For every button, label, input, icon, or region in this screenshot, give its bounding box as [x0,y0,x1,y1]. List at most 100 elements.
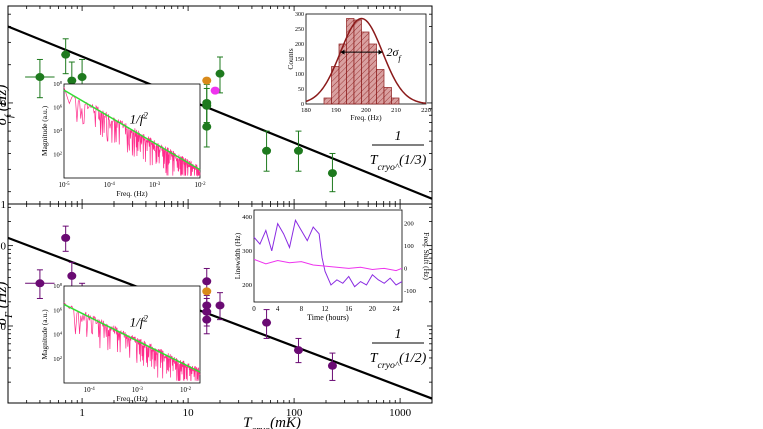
inset-x-tick-label: 10-4 [84,386,96,394]
data-point [202,76,212,85]
spectrum-trace [63,302,201,381]
y-tick-label: 1 [1,199,7,211]
inset-x-tick-label: 12 [322,305,330,313]
data-point [202,122,212,131]
x-tick-label: 100 [286,407,303,419]
data-point [210,86,220,95]
fit-label-numerator: 1 [395,327,402,342]
inset-y2-tick-label: 0 [404,265,407,272]
inset-x-label: Freq. (Hz) [350,113,382,122]
top-spectrum-inset: 10-5 10-4 10-3 10-2 102 104 106 108 Freq. (Hz) Ma… [40,80,206,199]
bottom-spectrum-inset: 10-4 10-3 10-2 102 104 106 108 Freq. (Hz) Magnit… [40,282,201,403]
inset-y-tick-label: 108 [53,80,63,89]
data-point [67,76,77,85]
data-point [327,361,337,370]
spectrum-fit-line [63,303,201,373]
data-point [215,301,225,310]
y-tick-label: 10 [0,98,7,110]
y-axis-label: σΓ (Hz) [0,282,15,326]
spectrum-fit-label: 1/f2 [130,110,149,126]
inset-y-tick-label: 108 [53,282,63,291]
x-axis: 1101001000Tcryo(mK)1 [1,199,412,429]
inset-y-tick-label: 106 [53,306,63,315]
inset-frame [253,209,403,303]
inset-y-label: Counts [286,48,295,69]
inset-x-label: Freq. (Hz) [116,394,148,403]
data-point [202,277,212,286]
inset-x-tick-label: 4 [276,305,280,313]
inset-y-tick-label: 50 [298,87,304,93]
inset-x-tick-label: 180 [301,107,311,114]
inset-y-tick-label: 102 [53,354,63,363]
inset-x-tick-label: 10-2 [194,181,206,189]
power-law-fit-line [7,25,433,200]
sigma-annotation: 2σf [387,45,403,63]
histogram-bar [376,69,385,105]
inset-x-label: Time (hours) [307,313,349,322]
sigma-arrowhead [378,49,383,55]
inset-y2-tick-label: -100 [404,288,416,295]
inset-x-tick-label: 8 [300,305,304,313]
freq-shift-trace [253,258,403,272]
fit-label-numerator: 1 [395,129,402,144]
data-point [61,50,71,59]
x-tick-label: 10 [183,407,195,419]
inset-x-tick-label: 16 [345,305,353,313]
inset-y2-tick-label: 200 [404,220,414,227]
inset-y-tick-label: 250 [295,27,304,33]
histogram-bar [383,87,392,105]
y-axis-label: σf (Hz) [0,85,15,126]
inset-y2-label: Freq. Shift (Hz) [422,232,431,280]
spectrum-fit-line [63,89,201,171]
data-point [262,146,272,155]
inset-y-tick-label: 200 [295,42,304,48]
bottom-timeseries-inset: 0 4 8 12 16 20 24 200 300 400 -100 0 100 200 Time (hou… [233,209,431,322]
data-point [77,73,87,82]
spectrum-fit-label: 1/f2 [130,314,149,330]
linewidth-trace [253,218,403,288]
gaussian-fit-curve [305,17,427,104]
fit-label-denominator: Tcryo^(1/3) [370,153,427,173]
histogram-bar [368,43,377,105]
inset-y-tick-label: 400 [242,214,252,221]
x-tick-label: 1 [79,407,85,419]
data-point [61,233,71,242]
x-tick-label: 1000 [389,407,412,419]
inset-y-tick-label: 150 [295,57,304,63]
data-point [262,318,272,327]
data-point [202,287,212,296]
fit-label-denominator: Tcryo^(1/2) [370,351,427,371]
sigma-arrowhead [340,49,345,55]
y-tick-label: 100 [0,241,7,253]
inset-y-label: Linewidth (Hz) [233,232,242,279]
inset-y-tick-label: 100 [295,72,304,78]
x-axis-label: Tcryo(mK) [243,415,301,429]
inset-y-tick-label: 300 [295,12,304,18]
inset-y-label: Magnitude (a.u.) [40,309,49,360]
data-point [293,346,303,355]
inset-x-tick-label: 220 [421,107,431,114]
inset-x-tick-label: 10-2 [180,386,192,394]
inset-y-tick-label: 104 [53,330,63,339]
inset-y-tick-label: 104 [53,127,63,136]
data-point [35,279,45,288]
inset-x-tick-label: 10-4 [104,181,116,189]
y-tick-label: 10 [0,321,7,333]
histogram-bar [361,31,370,105]
data-point [293,146,303,155]
inset-x-tick-label: 10-3 [149,181,161,189]
data-point [327,169,337,178]
bottom-main-plot: 10 100 σΓ (Hz) 1 Tcryo^(1/2) [0,204,433,403]
histogram-bar [323,97,332,105]
top-histogram-inset: 2σf 180 190 200 210 220 0 50 100 150 200 250 300 Freq… [286,12,431,122]
inset-y2-tick-label: 100 [404,243,414,250]
inset-y-tick-label: 300 [242,248,252,255]
data-point [35,73,45,82]
inset-x-tick-label: 0 [252,305,256,313]
inset-y-tick-label: 106 [53,103,63,112]
inset-y-label: Magnitude (a.u.) [40,105,49,156]
inset-x-tick-label: 210 [391,107,401,114]
histogram-bar [391,97,400,105]
inset-x-tick-label: 10-3 [132,386,144,394]
inset-y-tick-label: 102 [53,150,63,159]
